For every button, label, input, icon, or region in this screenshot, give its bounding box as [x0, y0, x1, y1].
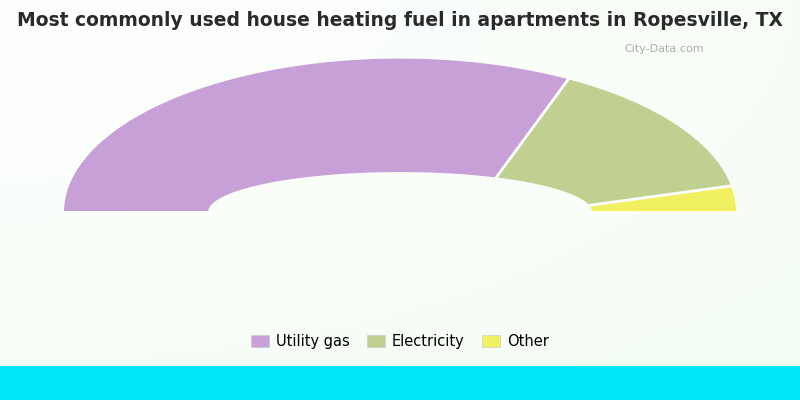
Legend: Utility gas, Electricity, Other: Utility gas, Electricity, Other — [246, 328, 554, 355]
Polygon shape — [496, 79, 731, 205]
Text: City-Data.com: City-Data.com — [624, 44, 704, 54]
Polygon shape — [589, 186, 736, 212]
Polygon shape — [64, 58, 568, 212]
Text: Most commonly used house heating fuel in apartments in Ropesville, TX: Most commonly used house heating fuel in… — [17, 11, 783, 30]
